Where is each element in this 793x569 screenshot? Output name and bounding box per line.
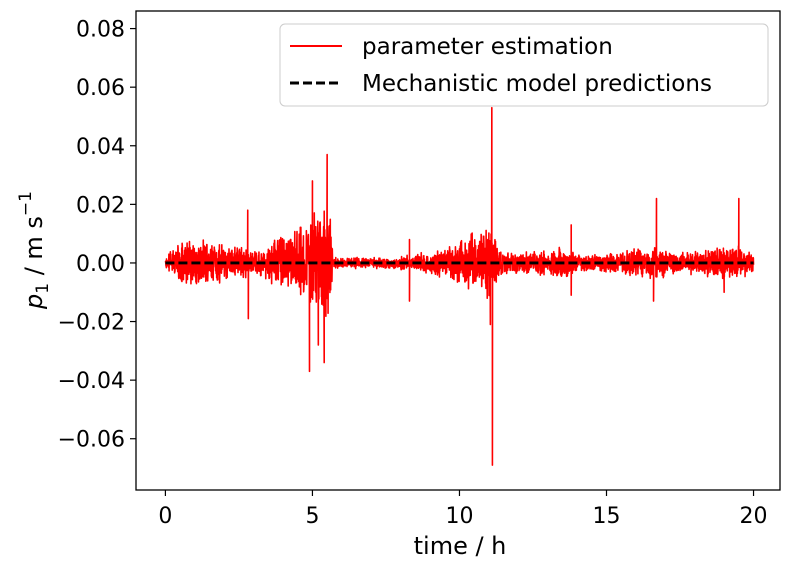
x-axis-label: time / h [414,532,507,560]
y-axis-label-units: / m s [20,216,48,283]
legend: parameter estimation Mechanistic model p… [279,23,769,107]
y-tick-label: 0.00 [76,252,125,277]
series-parameter-estimation [164,106,755,466]
y-tick-label: 0.06 [76,76,125,101]
x-tick-label: 15 [593,504,621,529]
y-tick-label: −0.06 [58,428,125,453]
x-tick-label: 0 [158,504,172,529]
y-tick-label: 0.08 [76,18,125,43]
y-axis: −0.06 −0.04 −0.02 0.00 0.02 0.04 0.06 0.08 [58,18,136,453]
plot-area [164,106,755,466]
x-tick-label: 20 [740,504,768,529]
y-axis-label: p1 / m s−1 [16,191,53,310]
y-tick-label: 0.02 [76,193,125,218]
x-tick-label: 5 [305,504,319,529]
x-axis: 0 5 10 15 20 [158,490,768,529]
legend-label-mechanistic-model: Mechanistic model predictions [362,71,712,97]
y-tick-label: −0.02 [58,311,125,336]
legend-label-parameter-estimation: parameter estimation [362,34,613,60]
y-axis-label-exponent: −1 [16,191,36,216]
legend-box [279,23,769,107]
y-tick-label: 0.04 [76,135,125,160]
x-tick-label: 10 [445,504,473,529]
axes-frame [135,10,781,491]
y-tick-label: −0.04 [58,369,125,394]
y-axis-label-symbol: p [20,294,48,310]
y-axis-label-subscript: 1 [33,283,53,294]
line-parameter-estimation [164,106,755,466]
